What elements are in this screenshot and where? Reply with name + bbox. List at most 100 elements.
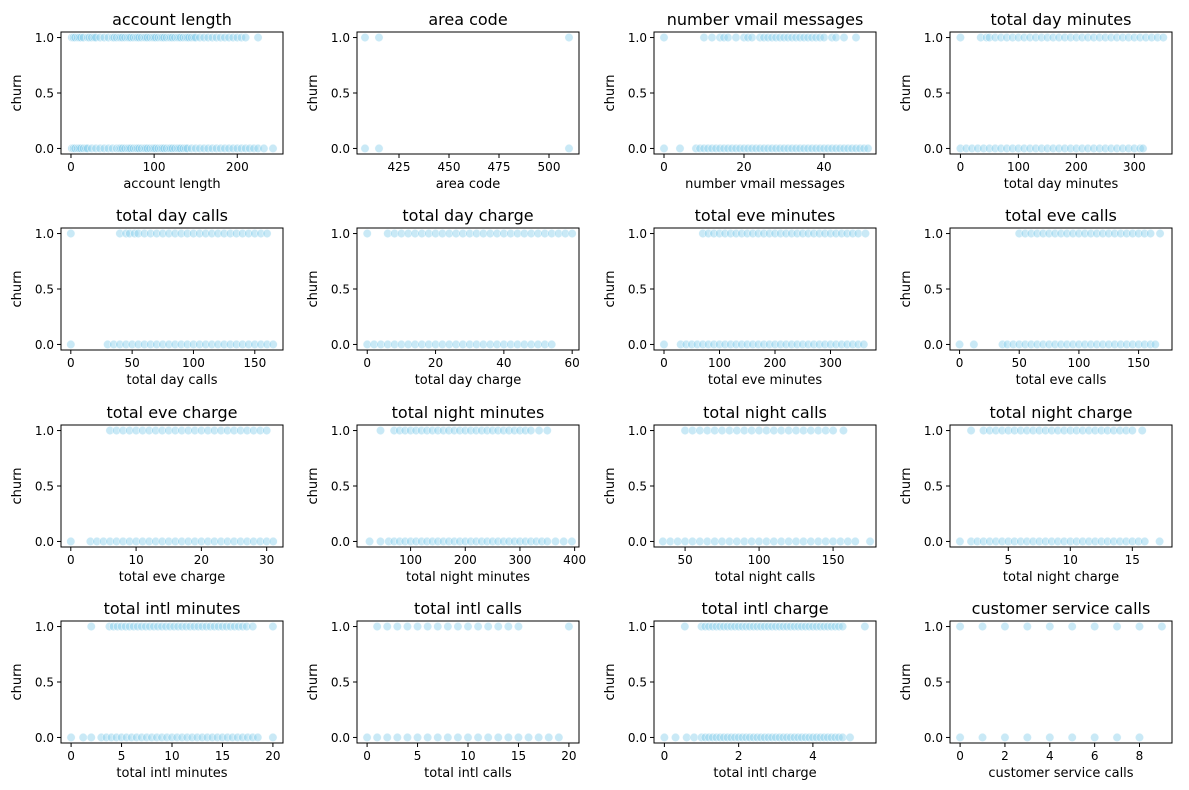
data-point — [423, 732, 433, 742]
data-point — [262, 536, 272, 546]
x-tick-label: 20 — [428, 356, 443, 370]
data-point — [708, 732, 718, 742]
data-point — [138, 536, 148, 546]
data-point — [848, 339, 858, 349]
data-point — [402, 732, 412, 742]
data-point — [417, 426, 427, 436]
data-point — [703, 229, 713, 239]
data-point — [998, 339, 1008, 349]
data-point — [955, 339, 965, 349]
data-point — [422, 426, 432, 436]
data-point — [455, 536, 465, 546]
data-point — [955, 33, 965, 43]
data-point — [493, 426, 503, 436]
x-tick-label: 0 — [956, 356, 964, 370]
data-point — [362, 339, 372, 349]
y-tick-label: 0.5 — [331, 676, 350, 690]
data-point — [687, 426, 697, 436]
data-point — [770, 339, 780, 349]
data-point — [190, 536, 200, 546]
data-point — [1022, 732, 1032, 742]
subplot-7: 0 50 100 150 0.0 0.5 1.0 total eve calls total e… — [899, 206, 1173, 388]
data-point — [1121, 536, 1131, 546]
data-point — [66, 229, 76, 239]
data-point — [812, 732, 822, 742]
y-axis-label: churn — [603, 75, 618, 112]
data-point — [460, 426, 470, 436]
y-tick-label: 0.0 — [628, 338, 647, 352]
subplot-13: 0 5 10 15 20 0.0 0.5 1.0 total intl calls total i… — [306, 599, 580, 781]
x-tick-label: 0 — [67, 356, 75, 370]
data-point — [499, 536, 509, 546]
data-point — [533, 229, 543, 239]
data-point — [443, 732, 453, 742]
data-point — [720, 339, 730, 349]
x-axis-label: total intl calls — [424, 766, 512, 781]
data-point — [389, 426, 399, 436]
data-point — [689, 732, 699, 742]
x-tick-label: 20 — [561, 749, 576, 763]
data-point — [710, 536, 720, 546]
data-point — [164, 426, 174, 436]
y-tick-label: 1.0 — [35, 31, 54, 45]
data-point — [717, 536, 727, 546]
x-axis-label: total intl minutes — [116, 766, 227, 781]
data-point — [830, 622, 840, 632]
y-tick-label: 0.5 — [628, 87, 647, 101]
data-point — [731, 229, 741, 239]
data-point — [513, 339, 523, 349]
data-point — [848, 229, 858, 239]
subplot-11: 5 10 15 0.0 0.5 1.0 total night charge total ni… — [899, 403, 1173, 585]
data-point — [478, 229, 488, 239]
data-point — [1158, 33, 1168, 43]
x-tick-label: 20 — [736, 160, 751, 174]
axes-frame — [60, 620, 284, 744]
data-point — [806, 426, 816, 436]
data-point — [839, 33, 849, 43]
x-tick-label: 0 — [67, 160, 75, 174]
data-point — [1103, 426, 1113, 436]
data-point — [238, 732, 248, 742]
y-tick-label: 0.0 — [331, 731, 350, 745]
data-point — [207, 339, 217, 349]
data-point — [115, 229, 125, 239]
data-point — [741, 622, 751, 632]
data-point — [1067, 622, 1077, 632]
data-point — [756, 732, 766, 742]
data-point — [1009, 536, 1019, 546]
x-tick-label: 150 — [243, 356, 266, 370]
data-point — [708, 622, 718, 632]
data-point — [812, 622, 822, 632]
data-point — [183, 426, 193, 436]
y-tick-label: 1.0 — [331, 620, 350, 634]
data-point — [526, 229, 536, 239]
data-point — [665, 536, 675, 546]
data-point — [540, 339, 550, 349]
data-point — [466, 426, 476, 436]
data-point — [1078, 426, 1088, 436]
data-point — [732, 426, 742, 436]
y-tick-label: 1.0 — [628, 620, 647, 634]
subplot-5: 0 20 40 60 0.0 0.5 1.0 total day charge total da… — [306, 206, 580, 388]
data-point — [1016, 536, 1026, 546]
data-point — [395, 536, 405, 546]
data-point — [714, 339, 724, 349]
data-point — [978, 622, 988, 632]
data-point — [187, 732, 197, 742]
data-point — [453, 732, 463, 742]
data-point — [1022, 622, 1032, 632]
data-point — [176, 229, 186, 239]
axes-frame — [60, 31, 284, 155]
y-axis-label: churn — [603, 468, 618, 505]
subplot-2: 0 20 40 0.0 0.5 1.0 number vmail messages numbe… — [603, 10, 877, 192]
data-point — [803, 229, 813, 239]
y-tick-label: 0.5 — [331, 283, 350, 297]
data-point — [382, 622, 392, 632]
data-point — [966, 536, 976, 546]
data-point — [268, 732, 278, 742]
y-axis-label: churn — [10, 75, 25, 112]
data-point — [411, 536, 421, 546]
data-point — [473, 732, 483, 742]
data-point — [707, 33, 717, 43]
y-tick-label: 0.5 — [924, 87, 943, 101]
